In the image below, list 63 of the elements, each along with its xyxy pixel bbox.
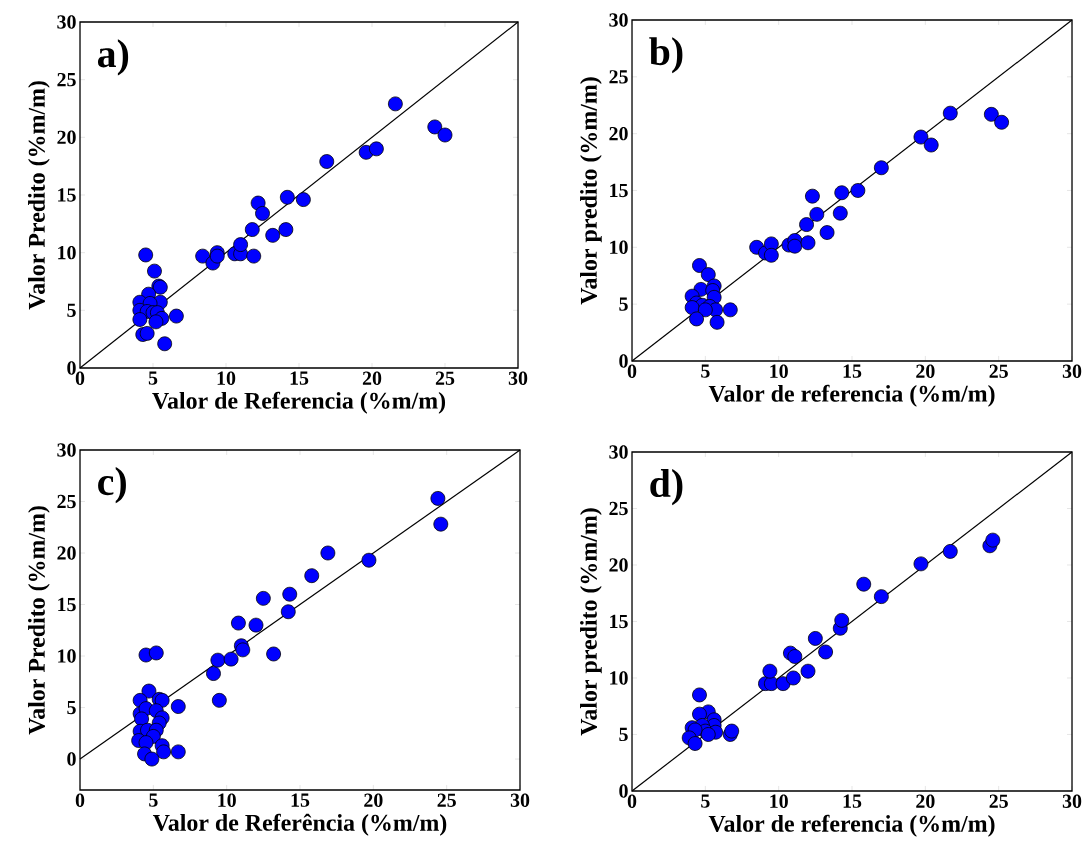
x-tick-label: 10 xyxy=(770,364,788,378)
x-axis-title: Valor de referencia (%m/m) xyxy=(708,814,995,837)
y-tick-label: 20 xyxy=(609,126,628,141)
x-tick-label: 25 xyxy=(437,793,456,807)
y-tick-label: 0 xyxy=(619,354,628,368)
annotation: a) xyxy=(97,39,129,76)
y-tick-label: 10 xyxy=(610,671,628,685)
y-tick-label: 15 xyxy=(58,597,76,612)
y-tick-label: 25 xyxy=(609,501,628,516)
y-tick-label: 0 xyxy=(67,752,76,766)
x-tick-label: 25 xyxy=(989,364,1008,378)
x-tick-label: 30 xyxy=(1062,794,1082,808)
x-tick-label: 25 xyxy=(989,794,1008,808)
x-axis-title: Valor de Referência (%m/m) xyxy=(152,813,447,836)
y-tick-label: 5 xyxy=(67,700,76,715)
y-tick-label: 25 xyxy=(609,70,628,84)
x-tick-label: 20 xyxy=(916,794,935,808)
x-tick-label: 15 xyxy=(843,794,862,808)
y-tick-label: 15 xyxy=(610,183,628,198)
y-axis-title: Valor Predito (%m/m) xyxy=(28,506,50,735)
x-tick-label: 5 xyxy=(149,793,158,807)
y-axis-title: Valor Predito (%m/m) xyxy=(28,81,50,310)
x-tick-label: 30 xyxy=(1062,364,1082,378)
x-axis-title: Valor de Referencia (%m/m) xyxy=(152,391,446,414)
y-tick-label: 5 xyxy=(619,297,628,311)
y-tick-label: 10 xyxy=(58,245,76,260)
y-tick-label: 20 xyxy=(57,130,76,145)
y-tick-label: 10 xyxy=(610,240,628,255)
y-tick-label: 5 xyxy=(67,303,76,317)
y-tick-label: 15 xyxy=(610,614,628,629)
y-tick-label: 30 xyxy=(57,15,76,29)
x-tick-label: 30 xyxy=(508,371,528,385)
y-tick-label: 0 xyxy=(619,784,628,798)
x-tick-label: 10 xyxy=(218,793,236,807)
x-tick-label: 5 xyxy=(148,371,158,385)
y-axis-title: Valor predito (%m/m) xyxy=(580,77,602,305)
x-tick-label: 15 xyxy=(291,793,310,807)
x-tick-label: 15 xyxy=(290,371,309,385)
x-tick-label: 30 xyxy=(510,793,530,807)
annotation: d) xyxy=(650,469,683,506)
y-tick-label: 30 xyxy=(609,445,628,459)
y-axis-title: Valor predito (%m/m) xyxy=(580,508,602,736)
annotation: b) xyxy=(649,37,683,74)
x-tick-label: 10 xyxy=(770,794,788,808)
y-tick-label: 5 xyxy=(619,727,628,742)
annotation: c) xyxy=(98,467,126,504)
x-tick-label: 10 xyxy=(217,371,236,385)
y-tick-label: 25 xyxy=(57,494,76,509)
y-tick-label: 20 xyxy=(609,558,628,572)
x-tick-label: 20 xyxy=(916,364,935,378)
y-tick-label: 30 xyxy=(57,443,76,457)
x-tick-label: 5 xyxy=(701,364,710,378)
y-tick-label: 30 xyxy=(609,13,628,27)
x-tick-label: 20 xyxy=(364,793,383,807)
y-tick-label: 20 xyxy=(57,546,76,560)
x-axis-title: Valor de referencia (%m/m) xyxy=(708,384,995,407)
y-tick-label: 15 xyxy=(58,188,76,202)
x-tick-label: 5 xyxy=(701,794,710,808)
y-tick-label: 25 xyxy=(57,72,76,87)
x-tick-label: 20 xyxy=(362,371,382,385)
x-tick-label: 15 xyxy=(843,364,862,378)
x-tick-label: 25 xyxy=(435,371,455,385)
y-tick-label: 10 xyxy=(58,649,76,663)
